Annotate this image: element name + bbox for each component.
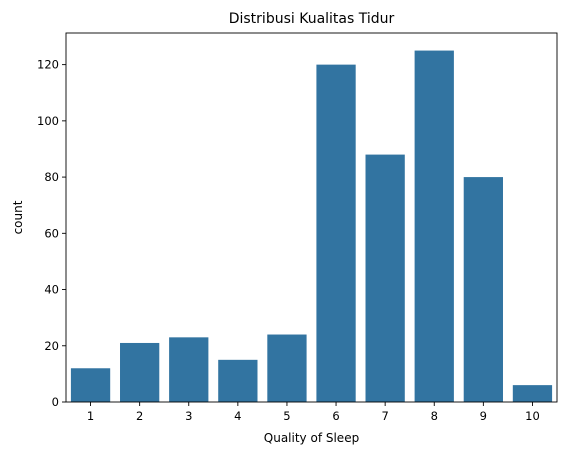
bar-1 xyxy=(70,368,111,402)
bar-6 xyxy=(316,64,356,402)
y-tick-label: 60 xyxy=(44,226,59,240)
bar-4 xyxy=(218,359,258,402)
y-tick-label: 40 xyxy=(44,283,59,297)
x-tick-label: 9 xyxy=(480,409,487,423)
x-tick-label: 4 xyxy=(234,409,241,423)
x-tick-label: 5 xyxy=(283,409,290,423)
bar-9 xyxy=(463,177,503,402)
plot-frame xyxy=(65,32,558,403)
y-tick-label: 120 xyxy=(37,58,59,72)
y-axis-label: count xyxy=(11,200,25,234)
x-tick-label: 10 xyxy=(525,409,540,423)
bar-8 xyxy=(414,50,454,402)
bar-5 xyxy=(267,334,307,402)
x-tick-label: 8 xyxy=(431,409,438,423)
x-axis-ticks: 1 2 3 4 5 6 7 8 9 10 xyxy=(87,402,540,423)
x-axis-label: Quality of Sleep xyxy=(264,431,359,445)
bars-group xyxy=(70,50,553,402)
x-tick-label: 6 xyxy=(332,409,339,423)
y-axis-ticks: 0 20 40 60 80 100 120 xyxy=(37,58,66,409)
x-tick-label: 2 xyxy=(136,409,143,423)
x-tick-label: 3 xyxy=(185,409,192,423)
bar-10 xyxy=(512,385,553,402)
y-tick-label: 80 xyxy=(44,170,59,184)
bar-3 xyxy=(169,337,209,402)
x-tick-label: 1 xyxy=(87,409,94,423)
bar-7 xyxy=(365,154,405,402)
y-tick-label: 100 xyxy=(37,114,59,128)
x-tick-label: 7 xyxy=(381,409,388,423)
bar-2 xyxy=(120,342,160,402)
y-tick-label: 20 xyxy=(44,339,59,353)
y-tick-label: 0 xyxy=(52,395,59,409)
chart-title: Distribusi Kualitas Tidur xyxy=(229,11,395,27)
